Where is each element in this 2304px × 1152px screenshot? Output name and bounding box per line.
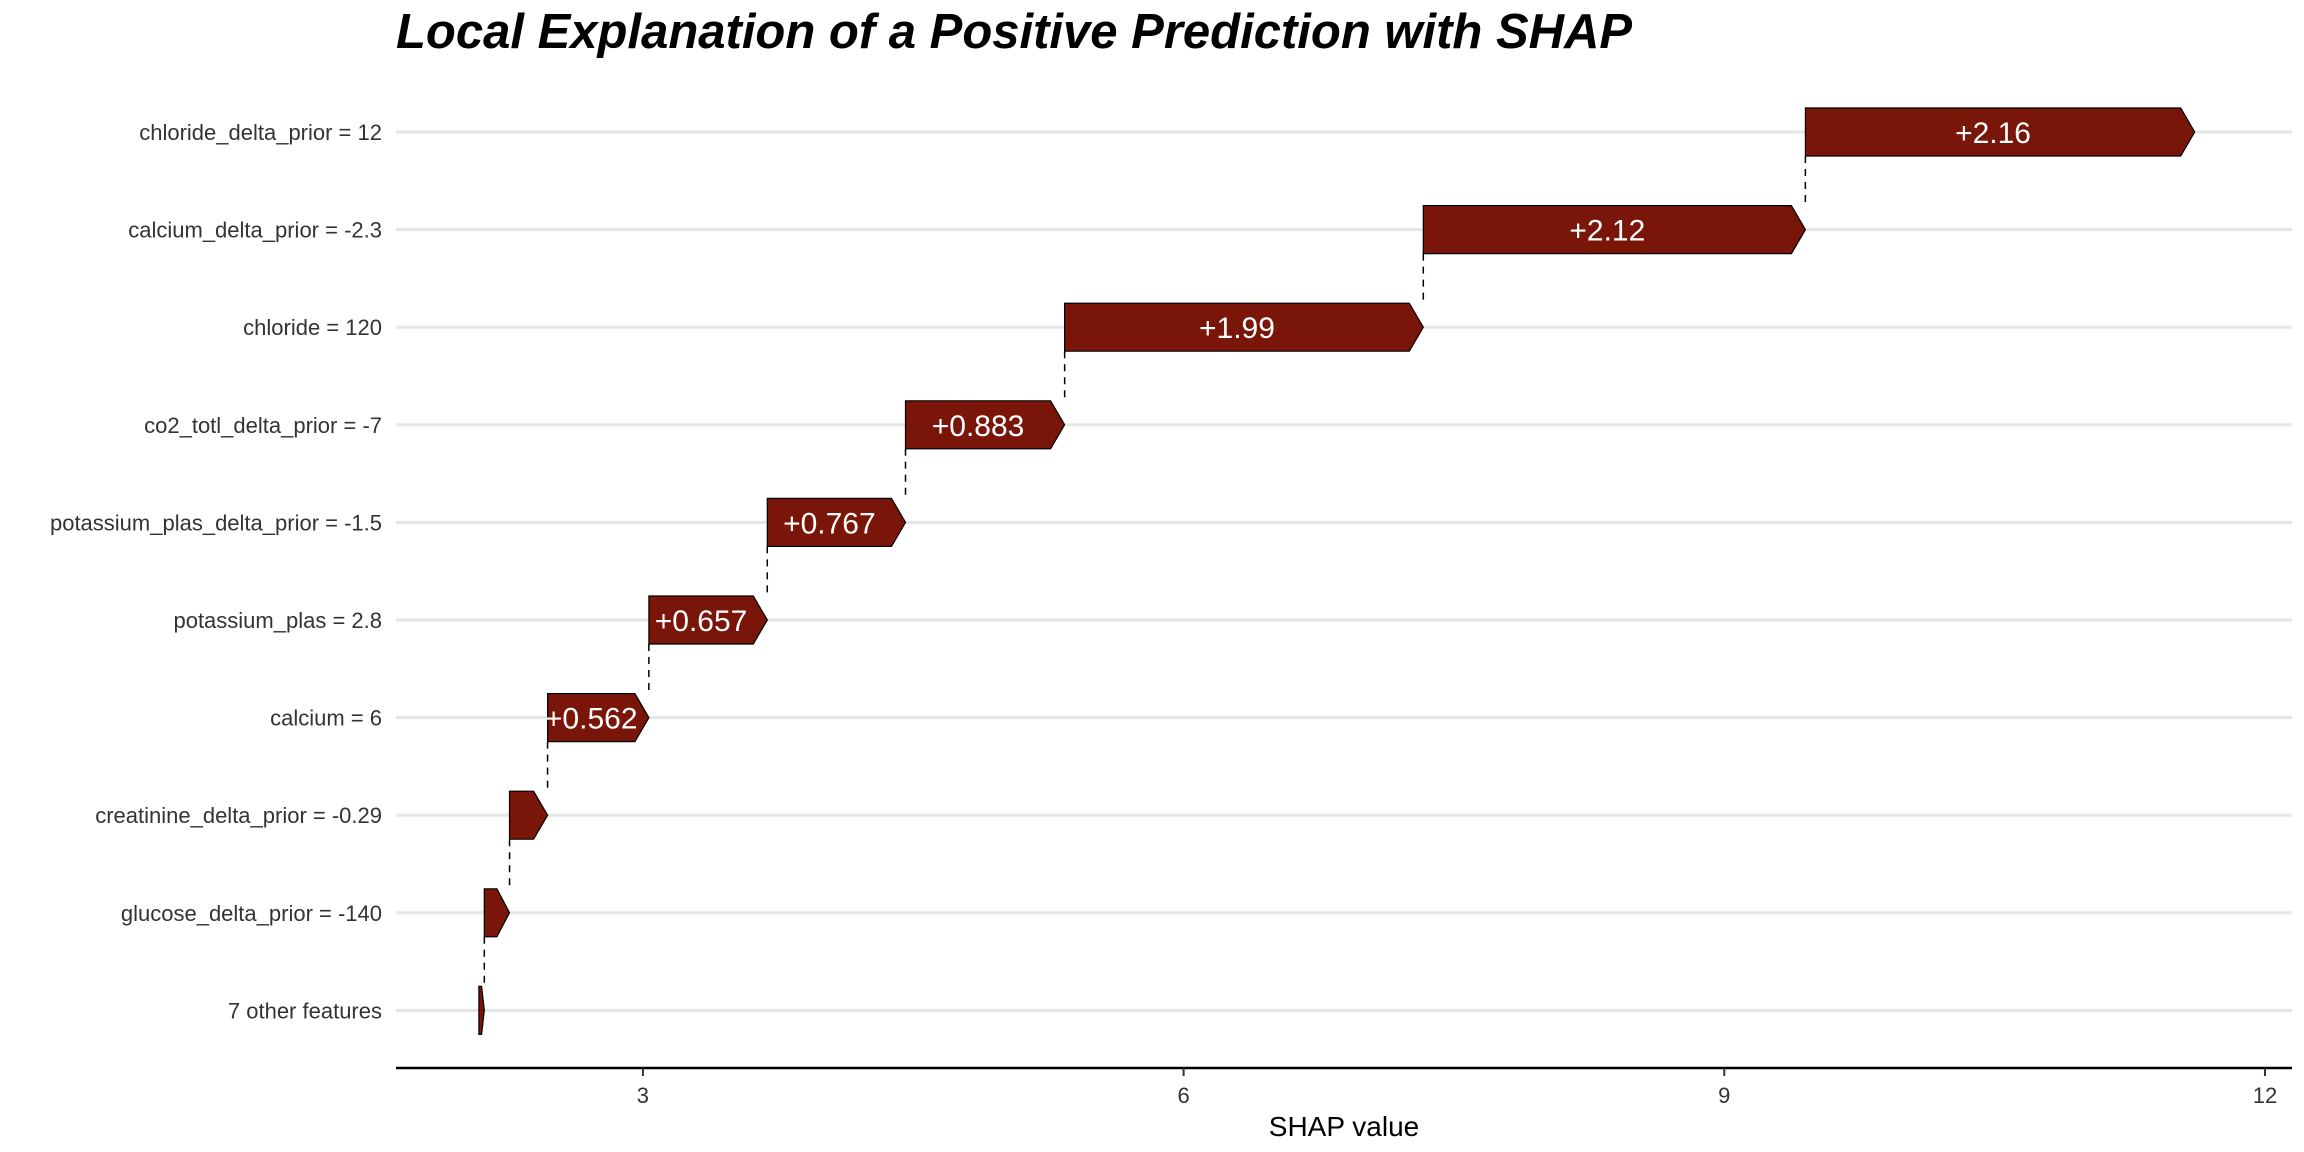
feature-label: potassium_plas = 2.8 [173,608,382,633]
waterfall-bar [648,595,768,645]
bar-value-label: +0.657 [655,605,748,638]
feature-label: chloride_delta_prior = 12 [139,120,382,145]
feature-label: 7 other features [228,998,382,1023]
feature-labels: chloride_delta_prior = 12 calcium_delta_p… [50,120,382,1023]
waterfall-bar [483,888,511,938]
bar-value-label: +2.12 [1569,215,1645,248]
waterfall-bar [1063,302,1424,352]
connector-lines [483,156,1807,987]
feature-label: co2_totl_delta_prior = -7 [144,413,382,438]
x-tick-label: 12 [2253,1083,2277,1108]
x-axis: 3 6 9 12 SHAP value [396,1066,2292,1142]
feature-label: chloride = 120 [243,315,382,340]
bar-value-label: +0.883 [932,410,1025,443]
waterfall-bar [904,400,1066,450]
feature-label: calcium_delta_prior = -2.3 [128,218,382,243]
waterfall-bar [478,985,485,1036]
bar-value-label: +1.99 [1199,312,1275,345]
bar-value-label: +0.562 [545,703,638,736]
feature-label: glucose_delta_prior = -140 [121,901,382,926]
waterfall-bar [766,497,907,548]
feature-label: creatinine_delta_prior = -0.29 [95,803,382,828]
feature-label: potassium_plas_delta_prior = -1.5 [50,510,382,535]
x-tick-label: 3 [637,1083,649,1108]
x-tick-label: 6 [1177,1083,1189,1108]
feature-label: calcium = 6 [270,706,382,731]
bars: +2.16 +2.12 +1.99 +0.883 +0.767 +0.657 +0.562 [478,107,2196,1036]
waterfall-bar [508,790,549,840]
bar-value-label: +2.16 [1955,117,2031,150]
waterfall-bar [546,692,650,743]
chart-title: Local Explanation of a Positive Predicti… [396,5,1633,59]
x-tick-label: 9 [1718,1083,1730,1108]
waterfall-bar [1422,205,1807,255]
x-axis-title: SHAP value [1269,1111,1419,1142]
waterfall-bar [1804,107,2196,157]
grid-lines [396,130,2292,1012]
bar-value-label: +0.767 [783,507,876,540]
